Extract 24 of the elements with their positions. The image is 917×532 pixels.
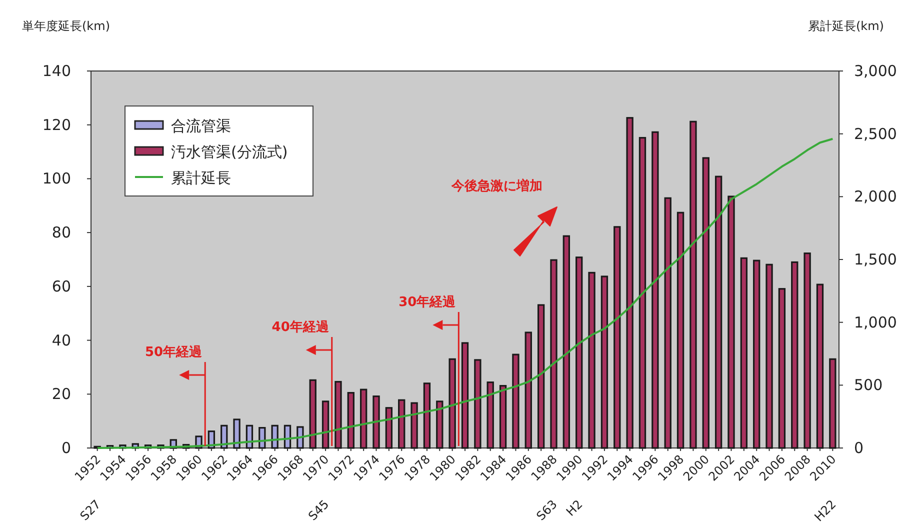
y2-tick-label: 3,000 [854, 62, 897, 80]
y2-tick-label: 2,500 [854, 124, 897, 143]
y2-axis-title: 累計延長(km) [808, 19, 884, 33]
legend-label: 累計延長 [171, 169, 231, 187]
y2-tick-label: 1,500 [854, 250, 897, 268]
ref-line-label: 50年経過 [145, 345, 204, 360]
y-axis-title: 単年度延長(km) [22, 19, 110, 33]
y-tick-label: 20 [52, 385, 71, 404]
y-tick-label: 120 [42, 116, 71, 134]
ref-line-label: 30年経過 [398, 295, 457, 310]
y2-tick-label: 2,000 [854, 188, 897, 206]
y2-tick-label: 1,000 [854, 313, 897, 332]
y2-tick-label: 0 [854, 439, 864, 457]
y-tick-label: 0 [61, 439, 71, 457]
y-tick-label: 140 [42, 62, 71, 80]
y2-tick-label: 500 [854, 376, 883, 394]
y-tick-label: 80 [52, 224, 71, 242]
y-tick-label: 60 [52, 277, 71, 296]
legend-label: 合流管渠 [171, 117, 231, 135]
annotation: 今後急激に増加 [450, 178, 542, 194]
y-tick-label: 100 [42, 170, 71, 188]
legend-label: 汚水管渠(分流式) [171, 143, 288, 161]
ref-line-label: 40年経過 [272, 320, 330, 335]
y-tick-label: 40 [52, 331, 71, 350]
